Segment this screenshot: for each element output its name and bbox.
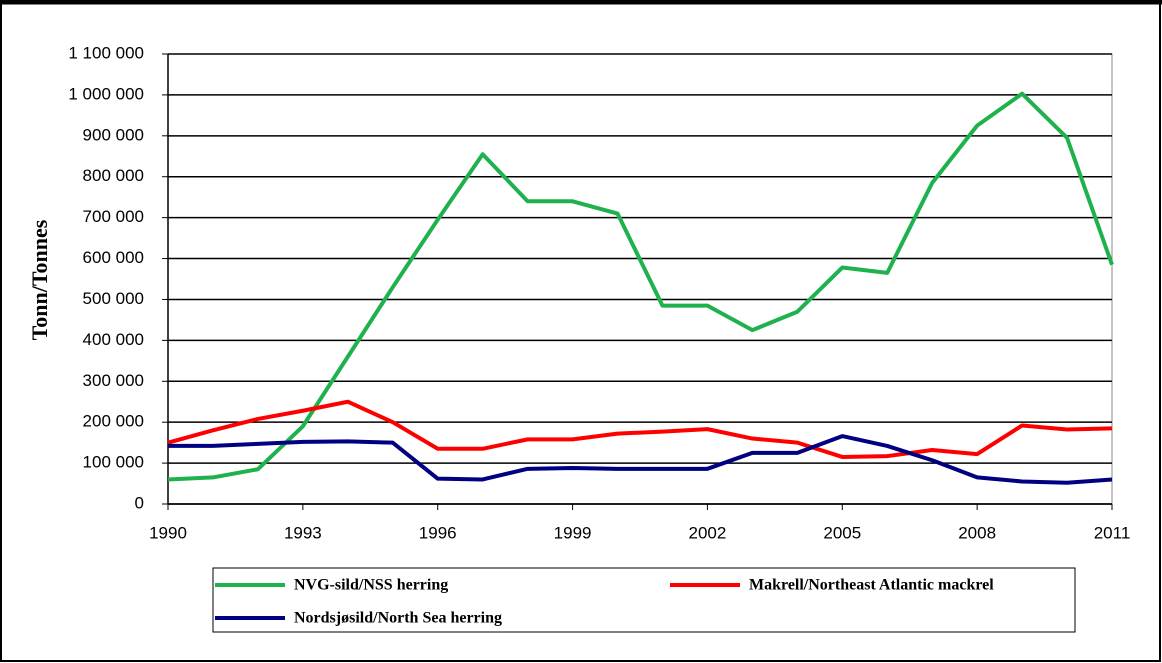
x-tick-label: 2011: [1094, 523, 1131, 542]
y-tick-label: 0: [135, 493, 144, 512]
x-tick-label: 2008: [958, 523, 996, 542]
y-tick-label: 600 000: [83, 248, 144, 267]
series-line: [167, 91, 1114, 482]
legend-label: Makrell/Northeast Atlantic mackrel: [749, 577, 994, 594]
y-tick-label: 900 000: [83, 125, 144, 144]
y-tick-label: 300 000: [83, 371, 144, 390]
series-line: [168, 434, 1113, 485]
y-tick-label: 1 000 000: [68, 84, 144, 103]
x-tick-label: 1990: [149, 523, 187, 542]
y-tick-label: 800 000: [83, 166, 144, 185]
y-axis-label: Tonn/Tonnes: [27, 219, 52, 340]
y-tick-label: 700 000: [83, 207, 144, 226]
x-tick-label: 1993: [284, 523, 322, 542]
series-line: [167, 399, 1113, 459]
x-tick-label: 1999: [554, 523, 592, 542]
x-tick-label: 2005: [823, 523, 861, 542]
legend-label: Nordsjøsild/North Sea herring: [294, 610, 502, 627]
x-tick-label: 2002: [689, 523, 727, 542]
y-tick-label: 400 000: [83, 330, 144, 349]
y-tick-label: 200 000: [83, 412, 144, 431]
legend-box: [212, 567, 1076, 633]
y-tick-label: 1 100 000: [68, 43, 144, 62]
y-tick-label: 500 000: [83, 289, 144, 308]
x-tick-label: 1996: [419, 523, 457, 542]
plot-border: [167, 53, 1113, 505]
y-tick-label: 100 000: [83, 453, 144, 472]
legend-label: NVG-sild/NSS herring: [294, 577, 448, 594]
